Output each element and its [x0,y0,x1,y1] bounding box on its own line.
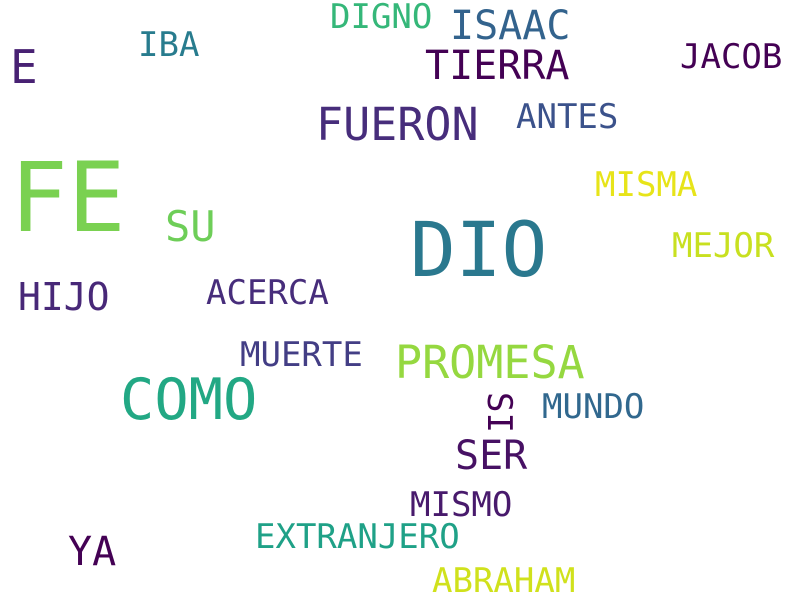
word-promesa: PROMESA [395,336,585,389]
word-ya: YA [68,529,117,575]
word-mismo: MISMO [410,485,513,525]
word-fueron: FUERON [316,98,479,151]
word-muerte: MUERTE [240,335,363,375]
word-mundo: MUNDO [542,387,645,427]
word-su: SU [165,202,216,251]
word-misma: MISMA [595,165,698,205]
word-fe: FE [10,142,126,254]
word-extranjero: EXTRANJERO [255,517,460,557]
word-digno: DIGNO [330,0,433,37]
word-hijo: HIJO [18,275,110,319]
word-e: E [10,40,38,94]
word-dio: DIO [410,205,548,294]
word-tierra: TIERRA [425,43,570,89]
word-ser: SER [455,433,528,479]
word-jacob: JACOB [680,37,783,77]
word-antes: ANTES [516,97,619,137]
word-abraham: ABRAHAM [432,561,576,600]
word-acerca: ACERCA [206,273,329,313]
word-mejor: MEJOR [672,226,775,266]
word-si: SI [479,392,519,433]
word-isaac: ISAAC [450,3,571,49]
word-iba: IBA [138,25,200,65]
word-como: COMO [120,367,258,433]
